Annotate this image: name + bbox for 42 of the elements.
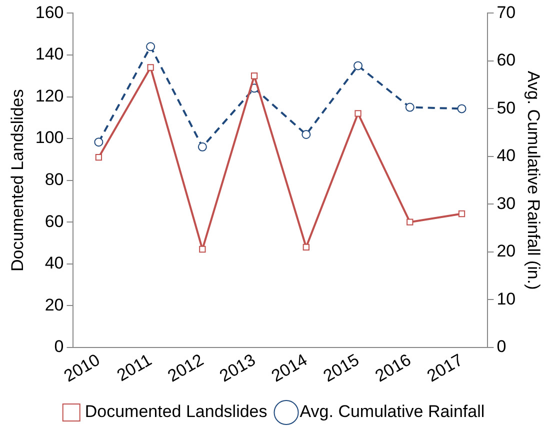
point [198,142,207,152]
y-tick-label: 120 [35,86,64,106]
y-tick-label: 100 [35,128,64,148]
point [405,102,414,112]
y2-axis-title: Avg. Cumulative Rainfall (in.) [524,70,544,290]
y2-tick-label: 0 [496,337,506,356]
point [457,104,466,114]
y2-tick-label: 70 [496,2,516,22]
point [354,110,362,117]
y2-tick-label: 10 [496,289,516,308]
point [458,210,466,218]
legend-label: Documented Landslides [84,402,268,422]
y2-tick-label: 60 [496,50,516,70]
x-tick-label: 2014 [268,350,311,386]
y-tick-label: 40 [44,254,64,273]
y-tick-label: 80 [44,170,64,189]
y-tick-label: 20 [44,295,64,314]
y-tick-label: 160 [35,2,64,22]
point [147,64,154,71]
y-tick-label: 140 [35,44,64,64]
point [95,154,102,161]
y2-tick-label: 20 [496,242,516,261]
x-tick-label: 2013 [216,350,259,386]
legend-label: Avg. Cumulative Rainfall [300,402,485,422]
y-tick-label: 60 [44,212,64,231]
y2-tick-label: 50 [496,98,516,118]
point [94,138,104,147]
y2-tick-label: 30 [496,194,516,213]
y2-tick-label: 40 [496,146,516,166]
point [146,42,156,52]
y-axis-title: Documented Landslides [8,89,27,272]
point [302,130,311,139]
point [302,244,310,250]
point [354,61,363,70]
x-tick-label: 2016 [372,350,414,386]
x-tick-label: 2015 [320,350,362,386]
x-tick-label: 2012 [164,350,207,386]
x-tick-label: 2017 [424,350,466,386]
point [250,72,258,80]
point [199,246,206,253]
point [406,218,414,226]
x-tick-label: 2011 [114,350,155,386]
